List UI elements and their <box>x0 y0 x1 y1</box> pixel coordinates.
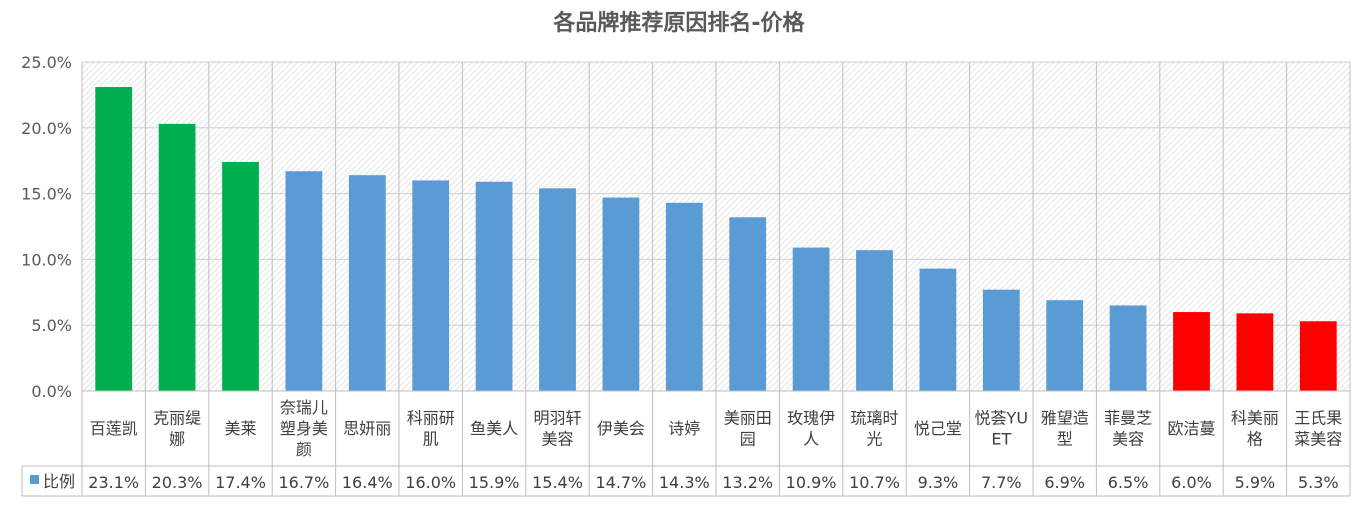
category-label: 诗婷 <box>668 419 700 438</box>
y-tick-label: 0.0% <box>31 382 72 401</box>
category-label: 美莱 <box>224 419 256 438</box>
y-tick-label: 5.0% <box>31 316 72 335</box>
category-label: 菲曼芝美容 <box>1104 409 1152 449</box>
bar <box>792 247 830 391</box>
bar <box>475 181 513 391</box>
legend-marker <box>30 475 39 484</box>
data-label: 16.7% <box>278 473 329 492</box>
category-label: 琉璃时光 <box>850 409 898 449</box>
y-axis-tick-labels: 0.0% 5.0% 10.0% 15.0% 20.0% 25.0% <box>21 53 72 401</box>
bar <box>982 289 1020 391</box>
data-label: 10.9% <box>786 473 837 492</box>
category-label: 美丽田园 <box>724 409 772 449</box>
bars <box>95 87 1337 392</box>
data-label: 5.3% <box>1298 473 1339 492</box>
y-tick-label: 25.0% <box>21 53 72 72</box>
data-label: 16.4% <box>342 473 393 492</box>
data-label: 10.7% <box>849 473 900 492</box>
bar <box>856 250 893 391</box>
category-label: 奈瑞儿塑身美颜 <box>280 398 328 459</box>
category-label: 悦荟YU ET <box>975 409 1029 449</box>
category-label: 科美丽格 <box>1231 409 1279 449</box>
data-label: 13.2% <box>722 473 773 492</box>
data-label: 6.9% <box>1044 473 1085 492</box>
bar <box>1173 312 1210 391</box>
category-label: 玫瑰伊人 <box>787 409 835 449</box>
category-label: 王氏果菜美容 <box>1294 409 1342 449</box>
chart-title: 各品牌推荐原因排名-价格 <box>552 10 805 36</box>
bar <box>348 175 386 391</box>
category-label: 悦己堂 <box>914 419 962 438</box>
legend: 比例 <box>30 472 75 491</box>
data-label: 6.5% <box>1108 473 1149 492</box>
data-label: 17.4% <box>215 473 266 492</box>
legend-series-name: 比例 <box>43 472 75 491</box>
bar <box>1046 300 1084 391</box>
bar <box>1299 321 1337 391</box>
data-label: 9.3% <box>918 473 959 492</box>
data-label: 16.0% <box>405 473 456 492</box>
category-label: 思妍丽 <box>343 419 391 438</box>
bar <box>285 171 323 391</box>
data-label: 15.9% <box>469 473 520 492</box>
category-label: 欧洁蔓 <box>1167 419 1215 438</box>
data-label: 15.4% <box>532 473 583 492</box>
category-label: 明羽轩美容 <box>533 409 581 449</box>
data-label: 5.9% <box>1235 473 1276 492</box>
y-tick-label: 20.0% <box>21 119 72 138</box>
bar <box>222 162 259 391</box>
category-label: 雅望造型 <box>1041 409 1089 449</box>
data-label: 6.0% <box>1171 473 1212 492</box>
category-label: 伊美会 <box>597 419 645 438</box>
category-label: 克丽缇娜 <box>153 409 201 449</box>
y-tick-label: 10.0% <box>21 250 72 269</box>
data-label: 23.1% <box>88 473 139 492</box>
data-label: 14.3% <box>659 473 710 492</box>
bar <box>665 202 703 391</box>
bar <box>919 268 957 391</box>
category-label: 鱼美人 <box>470 419 518 438</box>
bar <box>158 123 196 392</box>
data-label: 20.3% <box>152 473 203 492</box>
data-label: 7.7% <box>981 473 1022 492</box>
y-tick-label: 15.0% <box>21 185 72 204</box>
bar <box>729 217 767 391</box>
bar <box>412 180 450 391</box>
category-label: 百莲凯 <box>90 419 138 438</box>
bar <box>602 197 640 391</box>
bar <box>1109 305 1147 391</box>
bar <box>1236 313 1274 391</box>
category-label: 科丽研肌 <box>407 409 455 449</box>
data-label: 14.7% <box>595 473 646 492</box>
bar <box>95 87 133 391</box>
bar <box>539 188 576 391</box>
